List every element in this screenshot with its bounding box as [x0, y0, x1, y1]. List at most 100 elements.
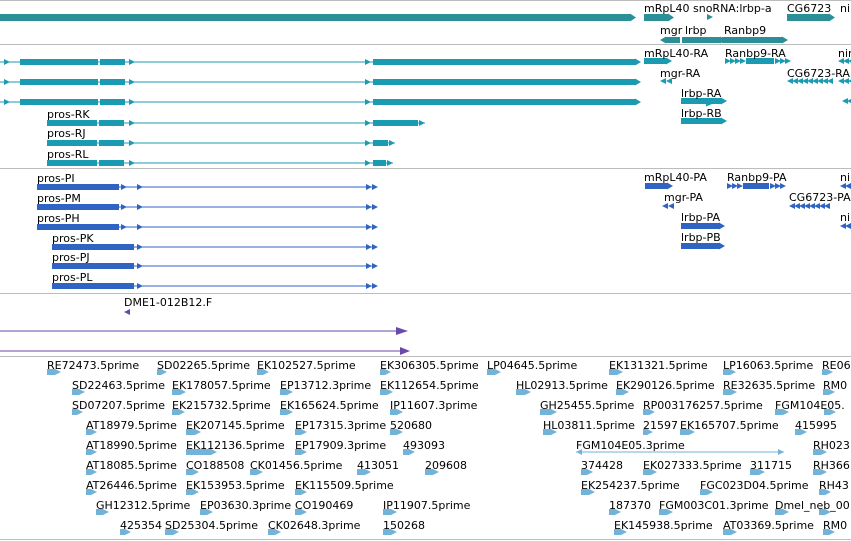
strand-arrow[interactable]: [792, 78, 798, 84]
est-glyph[interactable]: [819, 489, 825, 495]
strand-arrow[interactable]: [366, 263, 372, 269]
est-feature-label[interactable]: CK02648.3prime: [268, 519, 361, 532]
est-feature-label[interactable]: RH43: [819, 479, 849, 492]
est-feature-label[interactable]: FGM104E05.3prime: [576, 439, 685, 452]
exon-block[interactable]: [681, 118, 721, 124]
feature-label[interactable]: mRpL40-PA: [644, 171, 707, 184]
strand-arrow[interactable]: [660, 78, 666, 84]
gene-glyph[interactable]: [644, 14, 668, 21]
est-feature-label[interactable]: HL02913.5prime: [516, 379, 608, 392]
strand-arrow[interactable]: [623, 389, 629, 395]
est-glyph[interactable]: [268, 529, 275, 535]
gene-glyph[interactable]: [666, 37, 680, 43]
est-feature-label[interactable]: 493093: [403, 439, 445, 452]
est-glyph[interactable]: [819, 509, 825, 515]
strand-arrow[interactable]: [615, 509, 621, 515]
strand-arrow[interactable]: [587, 469, 593, 475]
est-feature-label[interactable]: EK102527.5prime: [257, 359, 356, 372]
est-glyph[interactable]: [723, 529, 731, 535]
est-feature-label[interactable]: EK306305.5prime: [380, 359, 479, 372]
est-feature-label[interactable]: EK112136.5prime: [186, 439, 285, 452]
est-feature-label[interactable]: 311715: [750, 459, 792, 472]
strand-arrow[interactable]: [785, 58, 791, 64]
est-feature-label[interactable]: AT18979.5prime: [86, 419, 177, 432]
strand-arrow[interactable]: [829, 529, 835, 535]
strand-arrow[interactable]: [79, 389, 85, 395]
strand-arrow[interactable]: [124, 309, 130, 315]
feature-label[interactable]: CG6723: [787, 2, 832, 15]
gene-glyph[interactable]: [787, 14, 829, 21]
est-feature-label[interactable]: EP17909.3prime: [295, 439, 387, 452]
est-feature-label[interactable]: EK290126.5prime: [616, 379, 715, 392]
est-feature-label[interactable]: AT26446.5prime: [86, 479, 177, 492]
strand-arrow[interactable]: [647, 429, 653, 435]
feature-label[interactable]: nin: [838, 47, 851, 60]
strand-arrow[interactable]: [842, 98, 848, 104]
est-feature-label[interactable]: RE72473.5prime: [47, 359, 140, 372]
strand-arrow[interactable]: [409, 449, 415, 455]
est-glyph[interactable]: [543, 429, 551, 435]
est-feature-label[interactable]: LP04645.5prime: [487, 359, 578, 372]
strand-arrow[interactable]: [801, 429, 807, 435]
strand-arrow[interactable]: [783, 409, 789, 415]
est-feature-label[interactable]: RM0: [823, 519, 848, 532]
feature-label[interactable]: mRpL40: [644, 2, 690, 15]
strand-arrow[interactable]: [433, 469, 439, 475]
est-glyph[interactable]: [822, 369, 827, 375]
strand-arrow[interactable]: [649, 409, 655, 415]
feature-label[interactable]: pros-RJ: [47, 127, 86, 140]
strand-arrow[interactable]: [366, 184, 372, 190]
est-glyph[interactable]: [823, 389, 829, 395]
feature-label[interactable]: mgr-PA: [664, 191, 703, 204]
feature-label[interactable]: lrbp: [685, 24, 707, 37]
strand-arrow[interactable]: [301, 509, 307, 515]
strand-arrow[interactable]: [804, 203, 810, 209]
strand-arrow[interactable]: [775, 183, 781, 189]
strand-arrow[interactable]: [211, 449, 217, 455]
strand-arrow[interactable]: [635, 98, 641, 106]
strand-arrow[interactable]: [391, 529, 397, 535]
strand-arrow[interactable]: [719, 222, 725, 230]
strand-arrow[interactable]: [630, 13, 636, 22]
est-feature-label[interactable]: SD07207.5prime: [72, 399, 165, 412]
strand-arrow[interactable]: [719, 242, 725, 250]
exon-block[interactable]: [47, 160, 97, 166]
strand-arrow[interactable]: [829, 389, 835, 395]
feature-label[interactable]: nin: [840, 171, 851, 184]
clone-end-marker[interactable]: [396, 327, 408, 335]
strand-arrow[interactable]: [814, 203, 820, 209]
strand-arrow[interactable]: [193, 489, 199, 495]
strand-arrow[interactable]: [121, 244, 127, 250]
exon-block[interactable]: [373, 59, 635, 65]
strand-arrow[interactable]: [551, 429, 557, 435]
strand-arrow[interactable]: [129, 160, 135, 166]
est-glyph[interactable]: [72, 409, 77, 415]
est-glyph[interactable]: [165, 529, 173, 535]
strand-arrow[interactable]: [621, 529, 627, 535]
exon-block[interactable]: [681, 243, 719, 249]
strand-arrow[interactable]: [838, 58, 844, 64]
strand-arrow[interactable]: [576, 449, 582, 455]
strand-arrow[interactable]: [802, 78, 808, 84]
strand-arrow[interactable]: [4, 59, 10, 65]
strand-arrow[interactable]: [365, 79, 371, 85]
exon-block[interactable]: [681, 98, 721, 104]
strand-arrow[interactable]: [397, 409, 403, 415]
strand-arrow[interactable]: [721, 117, 727, 125]
feature-label[interactable]: lrbp-RB: [681, 107, 722, 120]
strand-arrow[interactable]: [666, 57, 672, 65]
strand-arrow[interactable]: [827, 78, 833, 84]
strand-arrow[interactable]: [195, 429, 201, 435]
strand-arrow[interactable]: [667, 509, 673, 515]
exon-block[interactable]: [100, 79, 125, 85]
strand-arrow[interactable]: [179, 409, 185, 415]
strand-arrow[interactable]: [365, 99, 371, 105]
strand-arrow[interactable]: [372, 224, 378, 230]
est-glyph[interactable]: [823, 529, 829, 535]
strand-arrow[interactable]: [91, 489, 97, 495]
feature-label[interactable]: pros-RL: [47, 148, 89, 161]
feature-label[interactable]: Ranbp9-PA: [727, 171, 787, 184]
exon-block[interactable]: [645, 183, 667, 189]
est-glyph[interactable]: [723, 389, 731, 395]
est-glyph[interactable]: [295, 449, 301, 455]
